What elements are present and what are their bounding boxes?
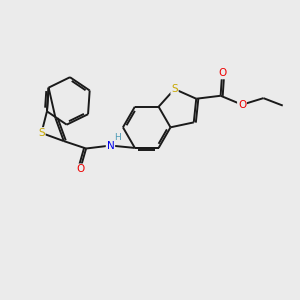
Text: O: O (218, 68, 226, 79)
Text: S: S (171, 84, 178, 94)
Text: S: S (38, 128, 45, 138)
Text: O: O (76, 164, 84, 174)
Text: O: O (238, 100, 246, 110)
Text: H: H (114, 133, 120, 142)
Text: N: N (106, 140, 114, 151)
